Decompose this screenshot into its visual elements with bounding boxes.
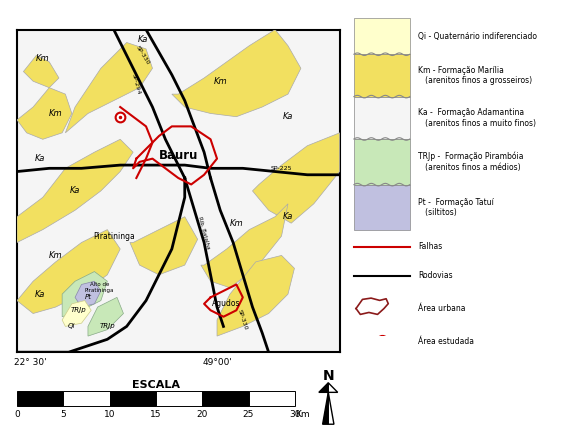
- Text: Rodovias: Rodovias: [418, 272, 453, 281]
- Text: 20: 20: [196, 410, 208, 419]
- Text: ESCALA: ESCALA: [132, 380, 180, 390]
- Polygon shape: [172, 30, 301, 117]
- Bar: [354, 54, 410, 97]
- Text: Km: Km: [295, 410, 310, 419]
- Text: Ka: Ka: [70, 187, 80, 195]
- Polygon shape: [217, 255, 294, 336]
- Bar: [110, 391, 156, 406]
- Text: Qi: Qi: [68, 323, 76, 329]
- Text: Bauru: Bauru: [158, 149, 198, 162]
- Text: Km: Km: [49, 109, 62, 118]
- Polygon shape: [88, 297, 123, 336]
- Bar: [63, 391, 110, 406]
- Polygon shape: [201, 204, 288, 288]
- Text: 10: 10: [104, 410, 115, 419]
- Text: 0: 0: [14, 410, 20, 419]
- Polygon shape: [17, 230, 120, 314]
- Text: Km: Km: [36, 54, 50, 63]
- Bar: [354, 139, 410, 184]
- Text: Ka: Ka: [283, 112, 293, 121]
- Text: Falhas: Falhas: [418, 242, 443, 251]
- Polygon shape: [323, 393, 328, 424]
- Polygon shape: [17, 139, 133, 242]
- Text: Ka: Ka: [35, 154, 45, 163]
- Text: TRJp -  Formação Pirambóia
   (arenitos finos a médios): TRJp - Formação Pirambóia (arenitos fino…: [418, 152, 524, 172]
- Text: 30: 30: [289, 410, 301, 419]
- Text: 22° 30': 22° 30': [14, 358, 47, 367]
- Polygon shape: [130, 217, 198, 275]
- Text: Km - Formação Marília
   (arenitos finos a grosseiros): Km - Formação Marília (arenitos finos a …: [418, 66, 533, 85]
- Bar: [17, 391, 63, 406]
- Text: TRJp: TRJp: [70, 307, 86, 313]
- Text: 25: 25: [243, 410, 254, 419]
- Text: Rib. Batalha: Rib. Batalha: [198, 216, 211, 250]
- Polygon shape: [319, 383, 328, 393]
- Polygon shape: [328, 393, 334, 424]
- Text: 15: 15: [150, 410, 162, 419]
- Text: Piratininga: Piratininga: [93, 232, 135, 241]
- Text: Pt: Pt: [84, 294, 92, 300]
- Text: Ka: Ka: [138, 35, 148, 44]
- Text: TRJp: TRJp: [100, 323, 115, 329]
- Bar: [248, 391, 295, 406]
- Text: Pt -  Formação Tatuí
   (siltitos): Pt - Formação Tatuí (siltitos): [418, 198, 494, 217]
- Polygon shape: [62, 301, 91, 326]
- Text: SP-225: SP-225: [271, 166, 292, 171]
- Bar: [156, 391, 202, 406]
- Polygon shape: [17, 88, 72, 139]
- Text: Agudos: Agudos: [212, 299, 241, 308]
- Text: 5: 5: [61, 410, 66, 419]
- Text: Área urbana: Área urbana: [418, 304, 466, 313]
- Text: Km: Km: [230, 219, 243, 228]
- Bar: [354, 97, 410, 139]
- Polygon shape: [65, 42, 152, 133]
- Text: Qi - Quaternário indiferenciado: Qi - Quaternário indiferenciado: [418, 32, 537, 41]
- Text: Alto de
Piratininga: Alto de Piratininga: [84, 282, 114, 293]
- Polygon shape: [62, 272, 108, 317]
- Polygon shape: [75, 281, 101, 307]
- Bar: [354, 184, 410, 230]
- Text: Ka -  Formação Adamantina
   (arenitos finos a muito finos): Ka - Formação Adamantina (arenitos finos…: [418, 108, 537, 127]
- Polygon shape: [328, 383, 338, 393]
- Text: 49°00': 49°00': [203, 358, 233, 367]
- Text: SP-330: SP-330: [237, 309, 248, 331]
- Text: Área estudada: Área estudada: [418, 337, 474, 346]
- Text: SP-330: SP-330: [135, 45, 151, 66]
- Text: SP-294: SP-294: [131, 73, 142, 96]
- Polygon shape: [23, 55, 59, 88]
- Polygon shape: [252, 133, 340, 223]
- Bar: [202, 391, 248, 406]
- Text: Km: Km: [49, 251, 62, 260]
- Text: Km: Km: [213, 77, 227, 86]
- Text: N: N: [323, 369, 334, 384]
- Text: Ka: Ka: [35, 290, 45, 299]
- Bar: [354, 18, 410, 54]
- Text: Ka: Ka: [283, 212, 293, 221]
